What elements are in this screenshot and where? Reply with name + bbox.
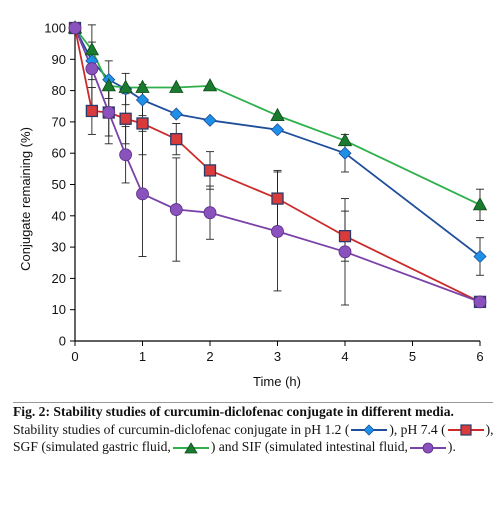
sif-point — [119, 148, 133, 162]
y-axis-label: Conjugate remaining (%) — [18, 127, 33, 271]
ph74-point — [170, 132, 183, 146]
sgf-point — [101, 78, 116, 92]
sif-point — [203, 206, 217, 220]
ph12-point — [135, 93, 150, 107]
legend-ph12-symbol — [351, 424, 388, 436]
y-tick-label: 0 — [59, 334, 66, 349]
x-axis-label: Time (h) — [253, 374, 301, 389]
x-tick-label: 1 — [139, 349, 146, 364]
ph74-point — [338, 229, 352, 243]
sgf-point — [118, 79, 133, 93]
sif-point — [102, 106, 116, 119]
legend-sif-symbol — [409, 442, 446, 454]
series-lines — [74, 27, 481, 303]
y-tick-label: 70 — [52, 114, 66, 129]
y-tick-label: 30 — [52, 240, 66, 255]
series-markers — [67, 20, 488, 309]
y-tick-label: 60 — [52, 146, 66, 161]
y-tick-label: 80 — [52, 83, 66, 98]
sgf-point — [135, 79, 150, 93]
ph74-point — [203, 164, 217, 177]
y-tick-label: 100 — [44, 21, 66, 36]
y-tick-label: 10 — [52, 302, 66, 317]
sif-point — [338, 245, 352, 259]
caption-part-3: ), SGF (simulated gastric fluid, — [13, 421, 494, 455]
sif-point — [169, 203, 183, 216]
sif-point — [271, 225, 284, 238]
x-tick-label: 2 — [206, 349, 213, 364]
caption-body: Stability studies of curcumin-diclofenac… — [13, 421, 495, 456]
chart-axes: 0 10 20 30 40 50 60 70 80 90 100 0 1 2 3 4 5 6 — [44, 21, 483, 365]
y-tick-label: 20 — [52, 271, 66, 286]
sgf-point — [202, 78, 218, 92]
y-tick-label: 50 — [52, 177, 66, 192]
ph12-point — [203, 113, 217, 127]
caption-part-1: Stability studies of curcumin-diclofenac… — [13, 421, 350, 437]
y-tick-label: 40 — [52, 208, 66, 223]
x-tick-label: 5 — [409, 349, 416, 364]
ph12-line — [74, 27, 481, 258]
sif-point — [68, 21, 82, 35]
caption-part-4: ) and SIF (simulated intestinal fluid, — [210, 439, 408, 454]
caption-divider — [13, 402, 493, 403]
legend-sgf-symbol — [172, 442, 209, 454]
sgf-point — [270, 107, 285, 122]
ph74-point — [85, 104, 99, 118]
ph74-point — [136, 117, 149, 130]
ph74-point — [271, 192, 284, 205]
stability-chart: 0 10 20 30 40 50 60 70 80 90 100 0 1 2 3 4 5 6 Conjugate … — [18, 20, 488, 389]
sgf-point — [169, 79, 184, 93]
ph74-line — [74, 27, 481, 303]
figure-caption: Fig. 2: Stability studies of curcumin-di… — [13, 403, 495, 456]
ph74-point — [119, 112, 132, 125]
sgf-line — [74, 27, 481, 206]
legend-ph74-symbol — [447, 424, 484, 436]
x-tick-label: 4 — [341, 349, 348, 364]
sif-point — [473, 295, 487, 309]
sgf-point — [337, 132, 353, 147]
sif-point — [85, 62, 99, 76]
x-tick-label: 6 — [476, 349, 483, 364]
x-tick-label: 3 — [274, 349, 281, 364]
ph12-point — [473, 249, 487, 264]
y-tick-label: 90 — [52, 52, 66, 67]
sgf-point — [472, 197, 488, 211]
ph12-point — [270, 123, 285, 137]
caption-part-5: ). — [447, 439, 456, 454]
caption-part-2: ), pH 7.4 ( — [389, 421, 446, 437]
figure-title: Fig. 2: Stability studies of curcumin-di… — [13, 404, 454, 419]
ph12-point — [338, 146, 352, 160]
ph12-point — [169, 107, 183, 121]
sif-point — [136, 187, 149, 201]
sif-line — [74, 27, 481, 303]
error-bars — [87, 24, 484, 306]
x-tick-label: 0 — [71, 349, 78, 364]
sgf-point — [84, 42, 100, 56]
